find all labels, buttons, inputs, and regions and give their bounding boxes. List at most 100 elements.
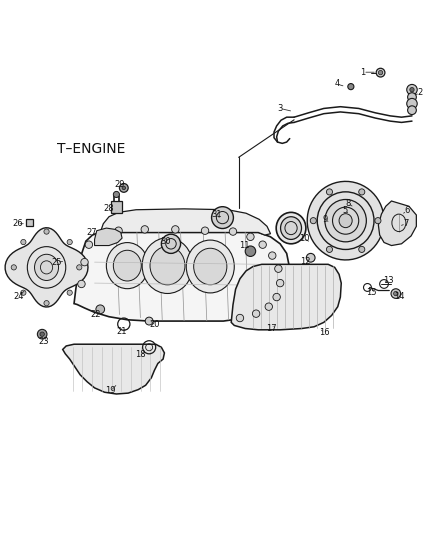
Text: 12: 12 (300, 257, 311, 266)
Circle shape (407, 99, 417, 109)
Circle shape (115, 227, 122, 235)
Text: 26: 26 (12, 219, 23, 228)
Text: 20: 20 (149, 320, 159, 329)
Circle shape (67, 239, 72, 245)
Polygon shape (111, 201, 122, 213)
Circle shape (96, 231, 104, 239)
Circle shape (40, 332, 44, 336)
Polygon shape (378, 201, 417, 246)
Circle shape (326, 246, 332, 253)
Circle shape (265, 303, 272, 310)
Circle shape (11, 265, 16, 270)
Circle shape (375, 217, 381, 224)
Circle shape (236, 314, 244, 322)
Text: 2: 2 (417, 88, 423, 97)
Polygon shape (100, 209, 271, 235)
Text: 16: 16 (319, 328, 330, 337)
Circle shape (122, 186, 126, 190)
Text: 4: 4 (334, 79, 339, 88)
Circle shape (44, 301, 49, 306)
Circle shape (394, 292, 398, 296)
Circle shape (77, 265, 82, 270)
Ellipse shape (194, 248, 227, 285)
Circle shape (44, 229, 49, 234)
Circle shape (229, 228, 237, 235)
Circle shape (21, 239, 26, 245)
Circle shape (145, 317, 153, 325)
Text: 31: 31 (212, 211, 222, 220)
Text: 11: 11 (239, 241, 250, 250)
Text: 18: 18 (135, 350, 146, 359)
Text: 17: 17 (266, 324, 277, 333)
Text: 10: 10 (299, 233, 309, 243)
Text: 28: 28 (104, 204, 114, 213)
Circle shape (21, 290, 26, 295)
Ellipse shape (325, 199, 366, 242)
Text: 1: 1 (360, 68, 366, 77)
Circle shape (67, 290, 72, 295)
Circle shape (378, 70, 383, 75)
Ellipse shape (113, 251, 141, 281)
Circle shape (408, 93, 417, 101)
Circle shape (161, 234, 180, 253)
Circle shape (37, 329, 47, 339)
Circle shape (408, 106, 417, 115)
Text: 15: 15 (366, 288, 376, 297)
Circle shape (247, 233, 254, 240)
Circle shape (245, 246, 256, 256)
Ellipse shape (106, 243, 148, 289)
Text: 5: 5 (342, 206, 347, 215)
Text: 21: 21 (117, 327, 127, 336)
Ellipse shape (142, 238, 193, 294)
Circle shape (376, 68, 385, 77)
Circle shape (96, 305, 105, 313)
Circle shape (407, 84, 417, 95)
Circle shape (85, 241, 92, 248)
Text: 9: 9 (322, 215, 327, 224)
Circle shape (201, 227, 209, 235)
Polygon shape (231, 264, 341, 330)
Ellipse shape (317, 192, 374, 249)
Text: 14: 14 (394, 292, 404, 301)
Circle shape (359, 246, 365, 253)
Text: 22: 22 (91, 310, 101, 319)
Circle shape (78, 280, 85, 288)
Circle shape (172, 225, 179, 233)
Text: 7: 7 (403, 219, 409, 228)
Circle shape (391, 289, 401, 298)
Text: 23: 23 (38, 337, 49, 346)
Text: T–ENGINE: T–ENGINE (57, 142, 126, 156)
Ellipse shape (281, 217, 301, 239)
Circle shape (306, 253, 315, 262)
Text: 24: 24 (14, 292, 24, 301)
Circle shape (252, 310, 260, 317)
Polygon shape (95, 228, 122, 246)
Ellipse shape (150, 246, 185, 285)
Circle shape (259, 241, 266, 248)
Circle shape (212, 207, 233, 229)
Text: 3: 3 (277, 104, 283, 113)
Polygon shape (63, 344, 164, 394)
Polygon shape (307, 181, 384, 260)
Circle shape (348, 84, 354, 90)
Text: 13: 13 (383, 276, 394, 285)
Ellipse shape (186, 240, 234, 293)
Circle shape (81, 259, 88, 266)
Circle shape (410, 87, 414, 92)
Polygon shape (26, 220, 33, 227)
Ellipse shape (339, 214, 352, 228)
Ellipse shape (35, 254, 59, 280)
Polygon shape (74, 232, 289, 321)
Circle shape (275, 265, 282, 272)
Circle shape (268, 252, 276, 259)
Circle shape (310, 217, 316, 224)
Circle shape (141, 225, 148, 233)
Circle shape (120, 183, 128, 192)
Circle shape (326, 189, 332, 195)
Text: 30: 30 (160, 237, 171, 246)
Text: 27: 27 (86, 228, 97, 237)
Text: 19: 19 (106, 386, 116, 395)
Circle shape (276, 279, 284, 287)
Text: 25: 25 (51, 257, 62, 266)
Circle shape (359, 189, 365, 195)
